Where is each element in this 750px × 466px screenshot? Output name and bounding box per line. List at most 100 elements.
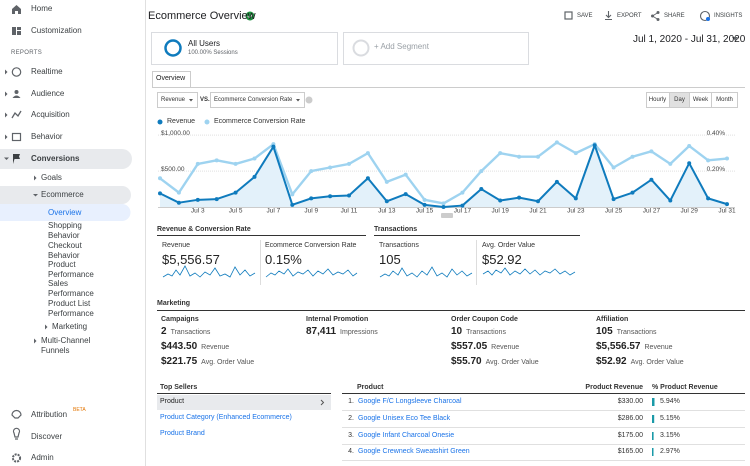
legend-label: Revenue <box>167 118 196 125</box>
data-point <box>158 176 162 181</box>
data-point <box>441 201 446 206</box>
nav-item[interactable]: Customization <box>31 26 82 35</box>
card-label: Ecommerce Conversion Rate <box>265 242 357 249</box>
marketing-value: 10 <box>451 326 463 337</box>
compare-select-box[interactable] <box>210 92 305 108</box>
area <box>160 145 727 207</box>
nav-subitem[interactable]: Product List Performance <box>48 299 94 318</box>
marketing-value: 2 <box>161 326 167 337</box>
card-value: 105 <box>379 252 401 267</box>
nav-item[interactable]: Admin <box>31 453 54 462</box>
data-point <box>706 158 711 163</box>
marketing-metric: Avg. Order Value <box>630 359 684 366</box>
metric-select-box[interactable] <box>157 92 198 108</box>
segment-box <box>151 32 338 65</box>
granularity-button[interactable]: Week <box>692 97 709 103</box>
data-point <box>611 197 616 202</box>
granularity-button[interactable]: Month <box>716 97 733 103</box>
x-tick-label: Jul 13 <box>378 208 396 215</box>
marketing-metric: Revenue <box>201 344 230 351</box>
marketing-value: $52.92 <box>596 356 627 367</box>
granularity-button[interactable]: Day <box>674 97 685 103</box>
data-point <box>384 179 389 184</box>
data-point <box>668 198 673 203</box>
nav-item[interactable]: Realtime <box>31 67 63 76</box>
data-point <box>630 154 635 159</box>
nav-subitem[interactable]: Ecommerce <box>41 190 84 199</box>
data-point <box>233 190 238 195</box>
selected-item-bg <box>157 395 331 410</box>
add-segment[interactable]: + Add Segment <box>374 42 429 51</box>
tab-label[interactable]: Overview <box>156 75 186 82</box>
marketing-group: Internal Promotion <box>306 316 369 323</box>
granularity-button[interactable]: Hourly <box>648 97 667 103</box>
marketing-value: 87,411 <box>306 326 337 337</box>
add-segment-box <box>343 32 529 65</box>
compare-select[interactable]: Ecommerce Conversion Rate <box>214 97 293 103</box>
nav-item[interactable]: Conversions <box>31 154 80 163</box>
metric-select[interactable]: Revenue <box>161 97 186 103</box>
header-action[interactable]: INSIGHTS <box>714 13 743 19</box>
section-title: Transactions <box>374 226 418 233</box>
insights-icon <box>699 10 711 22</box>
data-point <box>290 192 295 197</box>
product-link[interactable]: Google F/C Longsleeve Charcoal <box>358 398 462 405</box>
data-point <box>630 190 635 195</box>
behavior-icon <box>11 132 22 142</box>
nav-subitem[interactable]: Checkout Behavior <box>48 241 82 260</box>
marketing-metric: Avg. Order Value <box>201 359 255 366</box>
product-link[interactable]: Google Crewneck Sweatshirt Green <box>358 448 470 455</box>
header-action[interactable]: SHARE <box>664 13 685 19</box>
product-link[interactable]: Google Unisex Eco Tee Black <box>358 415 451 422</box>
data-point <box>517 154 522 159</box>
marketing-value: $5,556.57 <box>596 341 641 352</box>
top-seller-option[interactable]: Product Category (Enhanced Ecommerce) <box>160 414 292 421</box>
top-seller-option[interactable]: Product Brand <box>160 430 205 437</box>
data-point <box>725 202 729 207</box>
data-point <box>498 151 503 156</box>
nav-item[interactable]: Home <box>31 4 53 13</box>
section-title: Top Sellers <box>160 384 198 391</box>
expand-arrows <box>4 69 48 344</box>
overview-highlight <box>0 204 131 221</box>
nav-subitem[interactable]: Sales Performance <box>48 279 94 298</box>
nav-section: REPORTS <box>11 50 42 56</box>
data-point <box>309 169 314 174</box>
product-share: 3.15% <box>660 432 680 439</box>
date-dropdown-arrow <box>732 37 738 41</box>
header-action[interactable]: EXPORT <box>617 13 642 19</box>
nav-subitem[interactable]: Shopping Behavior <box>48 221 82 240</box>
data-point <box>554 179 559 184</box>
clear-compare[interactable] <box>305 96 313 104</box>
nav-subitem[interactable]: Goals <box>41 173 62 182</box>
add-segment-indicator <box>352 39 370 57</box>
nav-item[interactable]: Attribution <box>31 410 68 419</box>
row-number: 4. <box>348 448 354 455</box>
chart-resize-handle[interactable] <box>441 213 453 218</box>
nav-subitem[interactable]: Product Performance <box>48 260 94 279</box>
data-point <box>479 169 484 174</box>
nav-subitem[interactable]: Marketing <box>52 322 88 331</box>
verified-icon <box>245 11 255 21</box>
attribution-icon <box>11 409 22 419</box>
nav-item[interactable]: Audience <box>31 89 65 98</box>
data-point <box>649 149 654 154</box>
card-value: $5,556.57 <box>162 252 220 267</box>
data-point <box>214 158 219 163</box>
product-link[interactable]: Google Infant Charcoal Onesie <box>358 432 455 439</box>
marketing-group: Affiliation <box>596 316 629 323</box>
nav-item[interactable]: Discover <box>31 432 63 441</box>
date-range[interactable]: Jul 1, 2020 - Jul 31, 2020 <box>633 34 746 45</box>
data-point <box>536 199 540 204</box>
header-action[interactable]: SAVE <box>577 13 593 19</box>
nav-item[interactable]: Acquisition <box>31 110 70 119</box>
data-point <box>233 161 238 166</box>
section-title: Marketing <box>157 300 191 307</box>
nav-item[interactable]: Behavior <box>31 132 63 141</box>
insights-badge <box>706 17 710 21</box>
nav-subitem[interactable]: Multi-Channel Funnels <box>41 336 91 355</box>
select-arrow <box>189 99 193 102</box>
data-point <box>422 202 427 207</box>
top-seller-option[interactable]: Product <box>160 398 185 405</box>
nav-subitem[interactable]: Overview <box>48 208 82 217</box>
